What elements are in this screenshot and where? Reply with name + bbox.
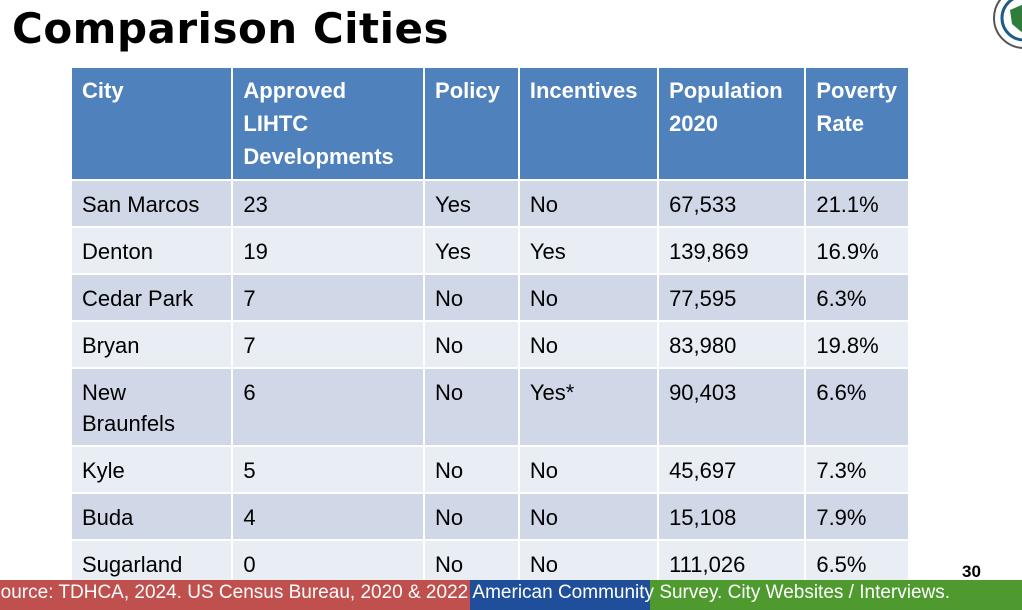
table-row: Buda 4 No No 15,108 7.9% <box>69 492 910 541</box>
column-header: Incentives <box>517 66 660 181</box>
data-cell: 21.1% <box>804 179 910 228</box>
data-cell: 90,403 <box>657 367 807 447</box>
column-header: Population 2020 <box>657 66 807 181</box>
source-note: Source: TDHCA, 2024. US Census Bureau, 2… <box>0 582 951 603</box>
data-cell: 77,595 <box>657 273 807 322</box>
city-cell: San Marcos <box>69 179 234 228</box>
city-cell: Cedar Park <box>69 273 234 322</box>
table-row: Sugarland 0 No No 111,026 6.5% <box>69 539 910 588</box>
data-cell: 5 <box>231 445 426 494</box>
footer-seg-blue <box>470 580 650 610</box>
footer-seg-red <box>0 580 470 610</box>
data-cell: No <box>517 492 660 541</box>
city-cell: Denton <box>69 226 234 275</box>
data-cell: 7.3% <box>804 445 910 494</box>
data-cell: No <box>423 367 520 447</box>
data-cell: 15,108 <box>657 492 807 541</box>
data-cell: No <box>517 273 660 322</box>
data-cell: No <box>517 445 660 494</box>
data-cell: No <box>423 539 520 588</box>
data-cell: No <box>517 179 660 228</box>
data-cell: 4 <box>231 492 426 541</box>
data-cell: 67,533 <box>657 179 807 228</box>
footer-seg-green <box>650 580 1022 610</box>
data-cell: 23 <box>231 179 426 228</box>
column-header: Policy <box>423 66 520 181</box>
table-row: Denton 19 Yes Yes 139,869 16.9% <box>69 226 910 275</box>
data-cell: No <box>423 492 520 541</box>
data-cell: 83,980 <box>657 320 807 369</box>
city-cell: Buda <box>69 492 234 541</box>
data-cell: 139,869 <box>657 226 807 275</box>
data-cell: No <box>517 539 660 588</box>
data-cell: 6.6% <box>804 367 910 447</box>
table-row: Bryan 7 No No 83,980 19.8% <box>69 320 910 369</box>
data-cell: No <box>423 273 520 322</box>
column-header: Poverty Rate <box>804 66 910 181</box>
data-cell: 45,697 <box>657 445 807 494</box>
table-row: Kyle 5 No No 45,697 7.3% <box>69 445 910 494</box>
comparison-table: City Approved LIHTC Developments Policy Inc… <box>69 66 910 588</box>
data-cell: 6.5% <box>804 539 910 588</box>
data-cell: No <box>517 320 660 369</box>
table-row: San Marcos 23 Yes No 67,533 21.1% <box>69 179 910 228</box>
data-cell: 7 <box>231 273 426 322</box>
data-cell: 16.9% <box>804 226 910 275</box>
data-cell: No <box>423 445 520 494</box>
city-cell: Bryan <box>69 320 234 369</box>
data-cell: 6.3% <box>804 273 910 322</box>
data-cell: Yes <box>423 179 520 228</box>
city-cell: New Braunfels <box>69 367 234 447</box>
column-header: City <box>69 66 234 181</box>
logo <box>993 0 1022 49</box>
data-cell: Yes <box>423 226 520 275</box>
slide-title: Comparison Cities <box>12 4 450 53</box>
header-row: City Approved LIHTC Developments Policy Inc… <box>69 66 910 181</box>
data-cell: 19 <box>231 226 426 275</box>
data-cell: 6 <box>231 367 426 447</box>
data-cell: 7.9% <box>804 492 910 541</box>
table-row: New Braunfels 6 No Yes* 90,403 6.6% <box>69 367 910 447</box>
page-number: 30 <box>962 562 981 581</box>
data-cell: Yes <box>517 226 660 275</box>
data-cell: 111,026 <box>657 539 807 588</box>
column-header: Approved LIHTC Developments <box>231 66 426 181</box>
city-cell: Kyle <box>69 445 234 494</box>
footer-bar <box>0 580 1022 610</box>
data-cell: 19.8% <box>804 320 910 369</box>
data-cell: Yes* <box>517 367 660 447</box>
data-cell: 7 <box>231 320 426 369</box>
table-row: Cedar Park 7 No No 77,595 6.3% <box>69 273 910 322</box>
data-cell: No <box>423 320 520 369</box>
city-cell: Sugarland <box>69 539 234 588</box>
